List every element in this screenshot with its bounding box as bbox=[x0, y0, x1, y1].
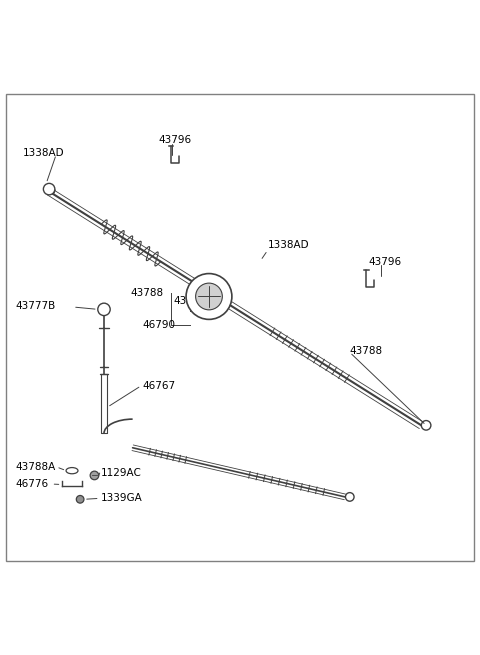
Text: 46767: 46767 bbox=[142, 381, 175, 391]
Circle shape bbox=[90, 471, 99, 479]
Text: 43788: 43788 bbox=[350, 346, 383, 356]
Text: 1339GA: 1339GA bbox=[101, 493, 143, 503]
Text: 43796: 43796 bbox=[369, 257, 402, 267]
Ellipse shape bbox=[66, 468, 78, 474]
Text: 46776: 46776 bbox=[16, 479, 49, 489]
Text: 43764: 43764 bbox=[173, 296, 206, 307]
Text: 1338AD: 1338AD bbox=[268, 240, 309, 250]
Text: 43788: 43788 bbox=[130, 288, 163, 297]
Text: 43788A: 43788A bbox=[16, 462, 56, 472]
Circle shape bbox=[186, 274, 232, 320]
Text: 46790: 46790 bbox=[142, 320, 175, 329]
Text: 1338AD: 1338AD bbox=[23, 148, 64, 159]
Circle shape bbox=[196, 283, 222, 310]
Circle shape bbox=[76, 495, 84, 503]
Text: 43777B: 43777B bbox=[16, 301, 56, 311]
Circle shape bbox=[98, 303, 110, 316]
Circle shape bbox=[43, 183, 55, 195]
Text: 43796: 43796 bbox=[159, 135, 192, 145]
Text: 1129AC: 1129AC bbox=[101, 468, 142, 478]
Circle shape bbox=[421, 421, 431, 430]
Circle shape bbox=[346, 493, 354, 501]
